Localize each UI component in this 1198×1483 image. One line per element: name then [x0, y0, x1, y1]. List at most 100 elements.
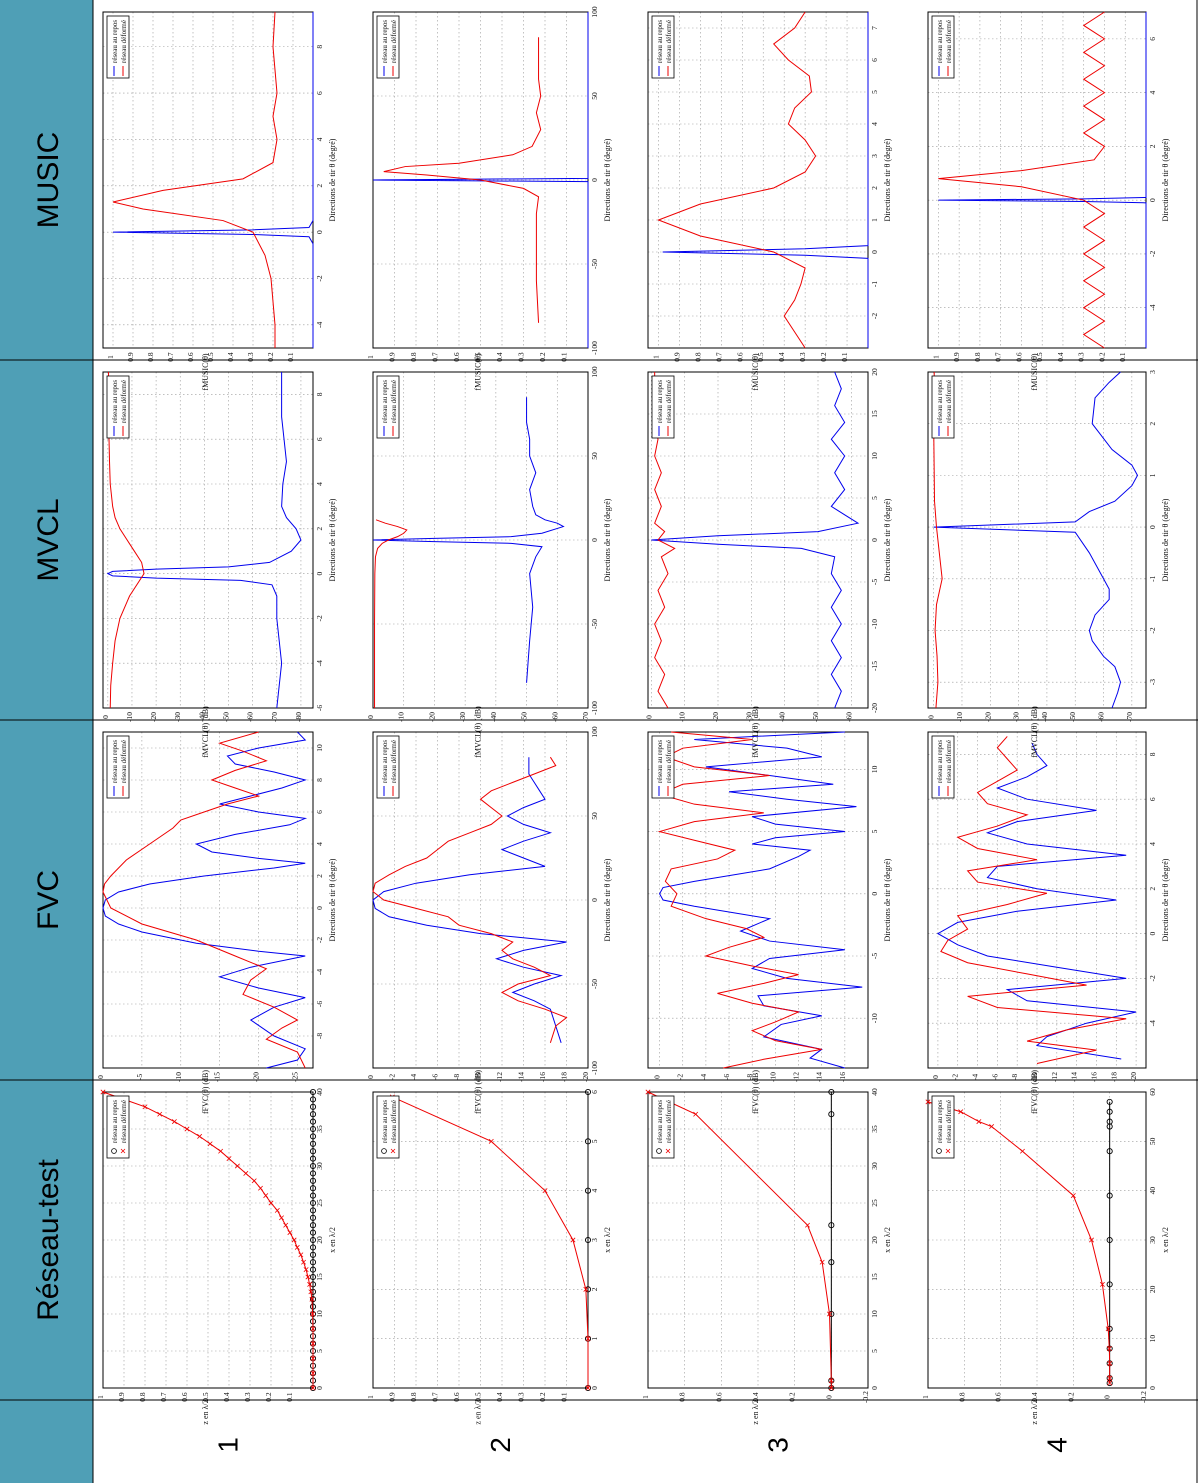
- data-point: [243, 1170, 249, 1176]
- x-tick-label: 1: [1148, 473, 1157, 477]
- data-point: [274, 1207, 280, 1213]
- x-tick-label: 3: [870, 154, 879, 158]
- x-tick-label: 30: [870, 1162, 879, 1170]
- legend-label: réseau au repos: [381, 380, 389, 423]
- data-point: [1107, 1380, 1113, 1386]
- series-line-1: [108, 372, 145, 709]
- y-tick-label: 0.5: [474, 352, 483, 362]
- y-axis-label: fMVCL(θ) (dB): [201, 706, 210, 758]
- y-tick-label: -12: [495, 1072, 504, 1082]
- x-tick-label: 0: [870, 250, 879, 254]
- series-line-1: [927, 1101, 1111, 1384]
- x-tick-label: -50: [590, 979, 599, 989]
- y-tick-label: 0.1: [1118, 352, 1127, 362]
- y-tick-label: 0.8: [973, 352, 982, 362]
- y-tick-label: 0.8: [957, 1392, 966, 1402]
- header-strip: [0, 0, 93, 1483]
- x-tick-label: 1: [590, 1337, 599, 1341]
- y-tick-label: -12: [792, 1072, 801, 1082]
- x-tick-label: 6: [590, 1090, 599, 1094]
- x-tick-label: 8: [315, 45, 324, 49]
- y-tick-label: -20: [983, 712, 992, 722]
- x-tick-label: 2: [1148, 887, 1157, 891]
- column-header-2: MVCL: [32, 498, 65, 581]
- y-axis-label: z en λ/2: [1030, 1399, 1039, 1424]
- x-tick-label: 2: [870, 186, 879, 190]
- y-tick-label: 0.8: [146, 352, 155, 362]
- y-tick-label: 0.3: [243, 1392, 252, 1402]
- data-point: [294, 1244, 300, 1250]
- y-tick-label: 0: [101, 715, 110, 719]
- x-tick-label: 0: [1148, 525, 1157, 529]
- y-axis-label: fFVC(θ) (dB): [1030, 1070, 1039, 1114]
- legend-label: réseau déformé: [945, 20, 953, 63]
- series-line-0: [372, 12, 589, 348]
- x-tick-label: 5: [870, 829, 879, 833]
- y-tick-label: -14: [1070, 1072, 1079, 1082]
- x-tick-label: 2: [590, 1287, 599, 1291]
- data-point: [309, 1296, 317, 1303]
- x-axis-label: x en λ/2: [603, 1227, 612, 1253]
- series-line-1: [938, 11, 1106, 349]
- x-tick-label: 0: [1148, 198, 1157, 202]
- x-tick-label: 6: [315, 810, 324, 814]
- y-tick-label: -20: [581, 1072, 590, 1082]
- y-tick-label: -20: [149, 712, 158, 722]
- legend-label: réseau déformé: [665, 20, 673, 63]
- y-tick-label: 0.9: [952, 352, 961, 362]
- x-tick-label: -4: [1148, 304, 1157, 310]
- y-tick-label: 0.7: [714, 352, 723, 362]
- y-tick-label: -6: [431, 1074, 440, 1080]
- series-line-0: [933, 371, 1139, 709]
- data-point: [283, 1222, 289, 1228]
- legend-marker: [665, 1148, 671, 1154]
- legend-box: [931, 1095, 955, 1159]
- y-tick-label: 0.7: [431, 352, 440, 362]
- y-tick-label: -20: [1129, 1072, 1138, 1082]
- y-tick-label: 0.2: [538, 352, 547, 362]
- series-line-0: [938, 12, 1147, 348]
- legend-box: [376, 1095, 400, 1159]
- legend-label: réseau au repos: [656, 380, 664, 423]
- y-tick-label: 0.6: [735, 352, 744, 362]
- data-point: [583, 1286, 589, 1292]
- data-point: [309, 1207, 317, 1214]
- y-tick-label: 0.1: [285, 1392, 294, 1402]
- x-tick-label: -2: [315, 615, 324, 621]
- data-point: [309, 1125, 317, 1133]
- x-tick-label: 35: [870, 1125, 879, 1133]
- data-point: [1106, 1346, 1112, 1352]
- data-point: [309, 1266, 317, 1273]
- series-line-0: [372, 397, 565, 683]
- data-point: [309, 1103, 317, 1110]
- y-tick-label: 0.8: [678, 1392, 687, 1402]
- chart-music3: -2 -1 0 1 2 3 4 5 6 7 0.1 0.2 0.3 0.4 0.5 0.6 0.7 0.8 0.9 1…: [647, 11, 892, 391]
- x-tick-label: 0: [315, 906, 324, 910]
- x-tick-label: 20: [1148, 1285, 1157, 1293]
- data-point: [171, 1119, 177, 1125]
- plot-frame: [927, 371, 1147, 709]
- y-tick-label: 1: [366, 1395, 375, 1399]
- x-tick-label: 6: [1148, 37, 1157, 41]
- x-tick-label: 8: [1148, 752, 1157, 756]
- y-tick-label: -8: [452, 1074, 461, 1080]
- x-tick-label: 4: [315, 482, 324, 486]
- x-tick-label: -4: [315, 321, 324, 327]
- y-tick-label: 0: [824, 1395, 833, 1399]
- x-axis-label: x en λ/2: [1161, 1227, 1170, 1253]
- y-tick-label: -4: [409, 1074, 418, 1080]
- x-tick-label: -2: [315, 275, 324, 281]
- data-point: [234, 1163, 240, 1169]
- legend-label: réseau au repos: [381, 740, 389, 783]
- legend-label: réseau déformé: [120, 380, 128, 423]
- y-tick-label: 0.9: [126, 352, 135, 362]
- data-point: [828, 1222, 835, 1229]
- y-axis-label: fMUSIC(θ): [474, 353, 483, 391]
- data-point: [828, 1088, 835, 1096]
- data-point: [828, 1259, 835, 1266]
- y-tick-label: -25: [290, 1072, 299, 1082]
- y-tick-label: 0.7: [994, 352, 1003, 362]
- plot-frame: [647, 371, 869, 709]
